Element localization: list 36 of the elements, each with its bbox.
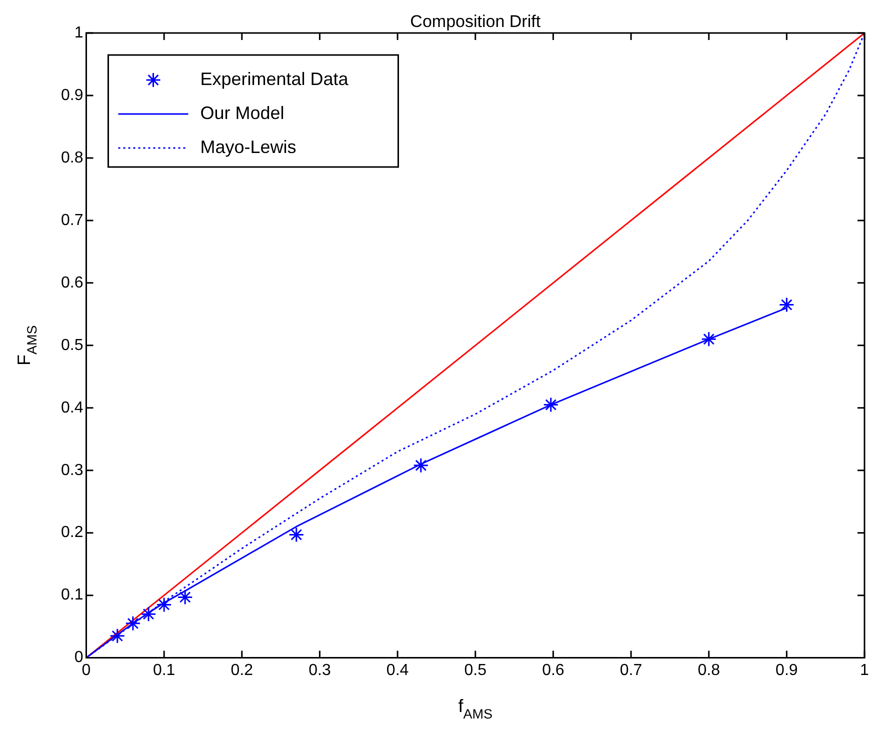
y-tick-label: 0.1 xyxy=(60,586,84,604)
point xyxy=(125,616,141,632)
point xyxy=(701,331,717,347)
y-tick-label: 1 xyxy=(74,24,84,42)
legend-label: Mayo-Lewis xyxy=(200,136,296,157)
y-tick-label: 0.5 xyxy=(60,336,84,354)
y-tick-label: 0.9 xyxy=(60,86,84,104)
y-tick-label: 0.3 xyxy=(60,462,84,479)
x-tick-label: 0.4 xyxy=(386,662,409,679)
y-tick-label: 0.7 xyxy=(60,212,84,229)
x-tick-label: 0.8 xyxy=(698,662,720,679)
x-tick-label: 0.3 xyxy=(308,662,331,679)
x-tick-label: 1 xyxy=(860,662,870,679)
y-tick-label: 0.4 xyxy=(60,399,84,416)
x-tick-label: 0.5 xyxy=(464,662,487,679)
x-tick-label: 0.6 xyxy=(542,662,564,679)
point xyxy=(288,526,304,542)
point xyxy=(413,458,429,474)
legend-label: Our Model xyxy=(200,102,284,123)
x-tick-label: 0.2 xyxy=(230,662,254,679)
y-axis-title: FAMS xyxy=(14,325,40,366)
chart-title: Composition Drift xyxy=(410,12,541,31)
y-tick-label: 0.8 xyxy=(60,149,84,166)
point xyxy=(140,606,156,622)
legend-label: Experimental Data xyxy=(200,68,350,89)
x-tick-label: 0.1 xyxy=(152,662,176,679)
y-tick-label: 0.6 xyxy=(60,274,84,292)
point xyxy=(110,628,126,644)
y-tick-label: 0 xyxy=(74,649,84,666)
x-tick-label: 0.9 xyxy=(776,662,798,679)
point xyxy=(177,589,193,605)
point xyxy=(543,397,559,413)
y-tick-label: 0.2 xyxy=(60,524,84,542)
point xyxy=(778,297,794,313)
point xyxy=(156,596,172,612)
x-tick-label: 0.7 xyxy=(620,662,642,679)
